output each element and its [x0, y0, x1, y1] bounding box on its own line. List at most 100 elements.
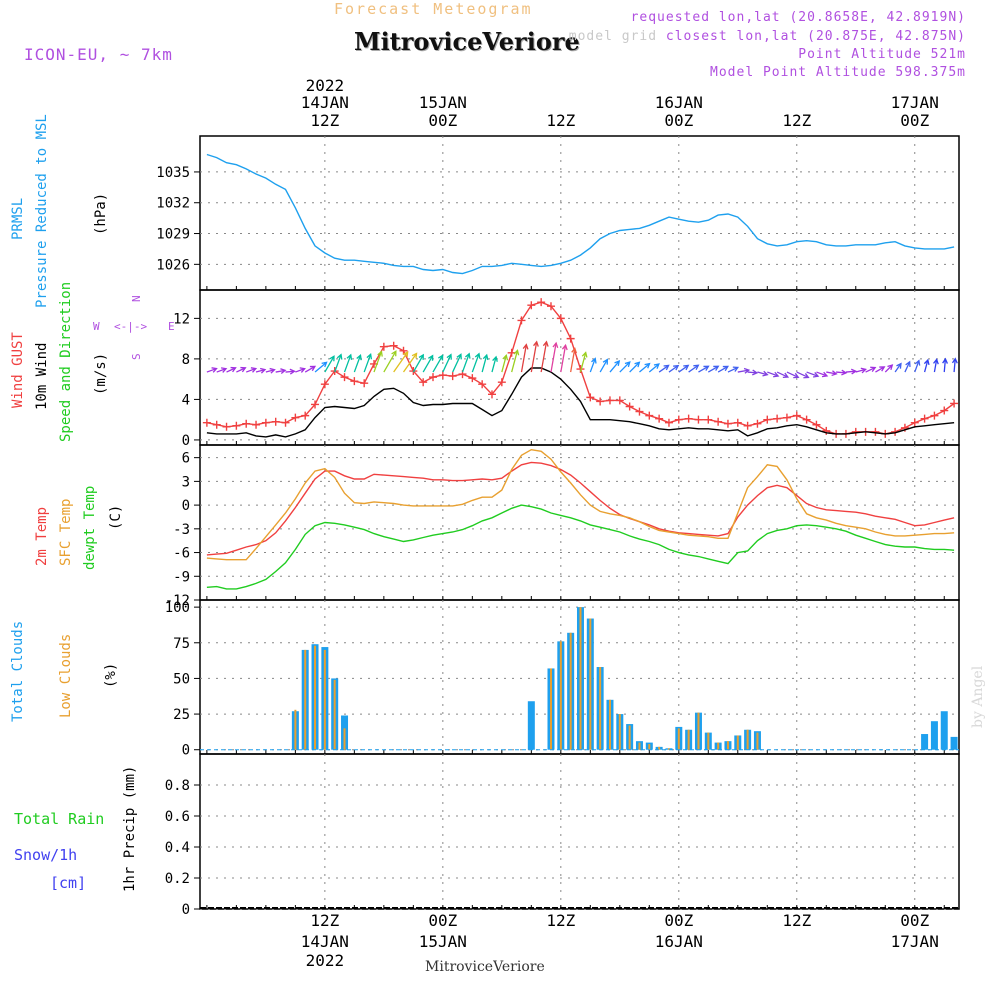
wind-arrow	[747, 371, 757, 374]
wind-arrow-head	[552, 341, 559, 349]
wind-arrow-head	[230, 366, 237, 373]
wind-arrow	[285, 370, 295, 373]
wind-arrow-head	[879, 366, 886, 372]
y-tick-label: 75	[173, 636, 190, 652]
gust-marker	[940, 406, 949, 415]
wind-arrow	[570, 348, 576, 373]
top-axis-label: 12Z	[546, 111, 575, 130]
wind-arrow-head	[289, 368, 296, 375]
wind-arrow	[255, 369, 266, 373]
wind-arrow-head	[887, 364, 894, 371]
wind-arrow	[717, 365, 729, 373]
gust-marker	[261, 418, 270, 427]
wind-arrow	[560, 345, 567, 373]
bottom-axis-label: 16JAN	[655, 932, 703, 951]
gust-marker	[448, 372, 457, 381]
wind-arrow-head	[614, 359, 621, 367]
gust-marker	[271, 417, 280, 426]
compass-w: W	[93, 320, 100, 333]
gust-marker	[596, 397, 605, 406]
bottom-axis-label: 17JAN	[891, 932, 939, 951]
y-tick-label: -6	[173, 546, 190, 562]
wind-arrow-head	[860, 367, 867, 374]
gust-marker	[497, 378, 506, 387]
y-tick-label: 50	[173, 671, 190, 687]
gust-marker	[792, 411, 801, 420]
low-cloud-bar	[707, 732, 710, 750]
gust-marker	[556, 314, 565, 323]
series-line-pressure-0	[206, 153, 955, 275]
y-tick-label: -3	[173, 522, 190, 538]
wind-arrow	[884, 364, 893, 373]
wind-arrow-head	[821, 371, 829, 378]
wind-arrow-head	[762, 370, 769, 377]
wind-arrow-head	[240, 366, 247, 373]
top-axis-label: 16JAN	[655, 93, 703, 112]
wind-arrow	[216, 368, 227, 373]
low-cloud-bar	[717, 742, 720, 750]
wind-arrow	[461, 353, 470, 373]
series-line-temperature-0	[206, 461, 955, 556]
wind-arrow-head	[933, 358, 939, 365]
wind-arrow	[265, 369, 275, 373]
wind-arrow	[629, 361, 640, 373]
wind-arrow-head	[703, 365, 710, 371]
wind-arrow-head	[513, 349, 520, 356]
low-cloud-bar	[658, 746, 661, 750]
gust-marker	[625, 402, 634, 411]
gust-marker	[291, 413, 300, 422]
wind-arrow-head	[542, 340, 549, 347]
gust-marker	[723, 419, 732, 428]
wind-arrow	[688, 364, 699, 373]
gust-marker	[635, 407, 644, 416]
wind-arrow-head	[464, 352, 471, 359]
closest-coordinates: model grid closest lon,lat (20.875E, 42.…	[569, 29, 966, 44]
bottom-axis-label: 14JAN	[301, 932, 349, 951]
top-axis-label: 00Z	[428, 111, 457, 130]
y-tick-label: 8	[182, 352, 190, 368]
wind-arrow-head	[428, 354, 434, 361]
wind-arrow	[314, 361, 327, 373]
wind-arrow-head	[502, 354, 509, 361]
low-cloud-bar	[687, 729, 690, 750]
gust-marker	[252, 420, 261, 429]
wind-arrow	[373, 351, 383, 373]
gust-marker	[782, 413, 791, 422]
precip-cm-label: [cm]	[50, 874, 87, 892]
gust-marker	[714, 417, 723, 426]
total-cloud-bar	[940, 711, 948, 750]
precip-snow-label: Snow/1h	[14, 846, 78, 864]
wind-arrow	[826, 371, 837, 375]
gust-marker	[350, 377, 359, 386]
wind-arrow-head	[418, 353, 424, 360]
gust-marker	[645, 411, 654, 420]
wind-arrow-head	[269, 367, 276, 374]
low-cloud-bar	[677, 728, 680, 750]
wind-arrow	[668, 365, 679, 373]
gust-marker	[311, 400, 320, 409]
gust-marker	[429, 373, 438, 382]
gust-marker	[546, 302, 555, 311]
low-cloud-bar	[294, 709, 297, 750]
wind-arrow-head	[850, 368, 858, 375]
precip-rain-label: Total Rain	[14, 810, 105, 828]
wind-arrow-head	[391, 350, 397, 357]
panel-frame-pressure	[199, 135, 960, 291]
wind-arrow-head	[693, 364, 700, 371]
gust-marker	[586, 393, 595, 402]
wind-arrow-head	[259, 367, 267, 374]
wind-arrow	[953, 358, 956, 373]
y-tick-label: 100	[165, 600, 190, 616]
wind-arrow	[481, 354, 488, 373]
wind-arrow-head	[905, 360, 911, 367]
wind-arrow	[422, 355, 434, 373]
gust-marker	[566, 334, 575, 343]
low-cloud-bar	[599, 667, 602, 750]
total-cloud-bar	[921, 734, 929, 750]
wind-arrow	[599, 359, 608, 373]
requested-coordinates: requested lon,lat (20.8658E, 42.8919N)	[630, 10, 966, 25]
wind-arrow	[894, 363, 902, 373]
wind-arrow-head	[299, 367, 306, 373]
wind-arrow	[767, 371, 779, 377]
